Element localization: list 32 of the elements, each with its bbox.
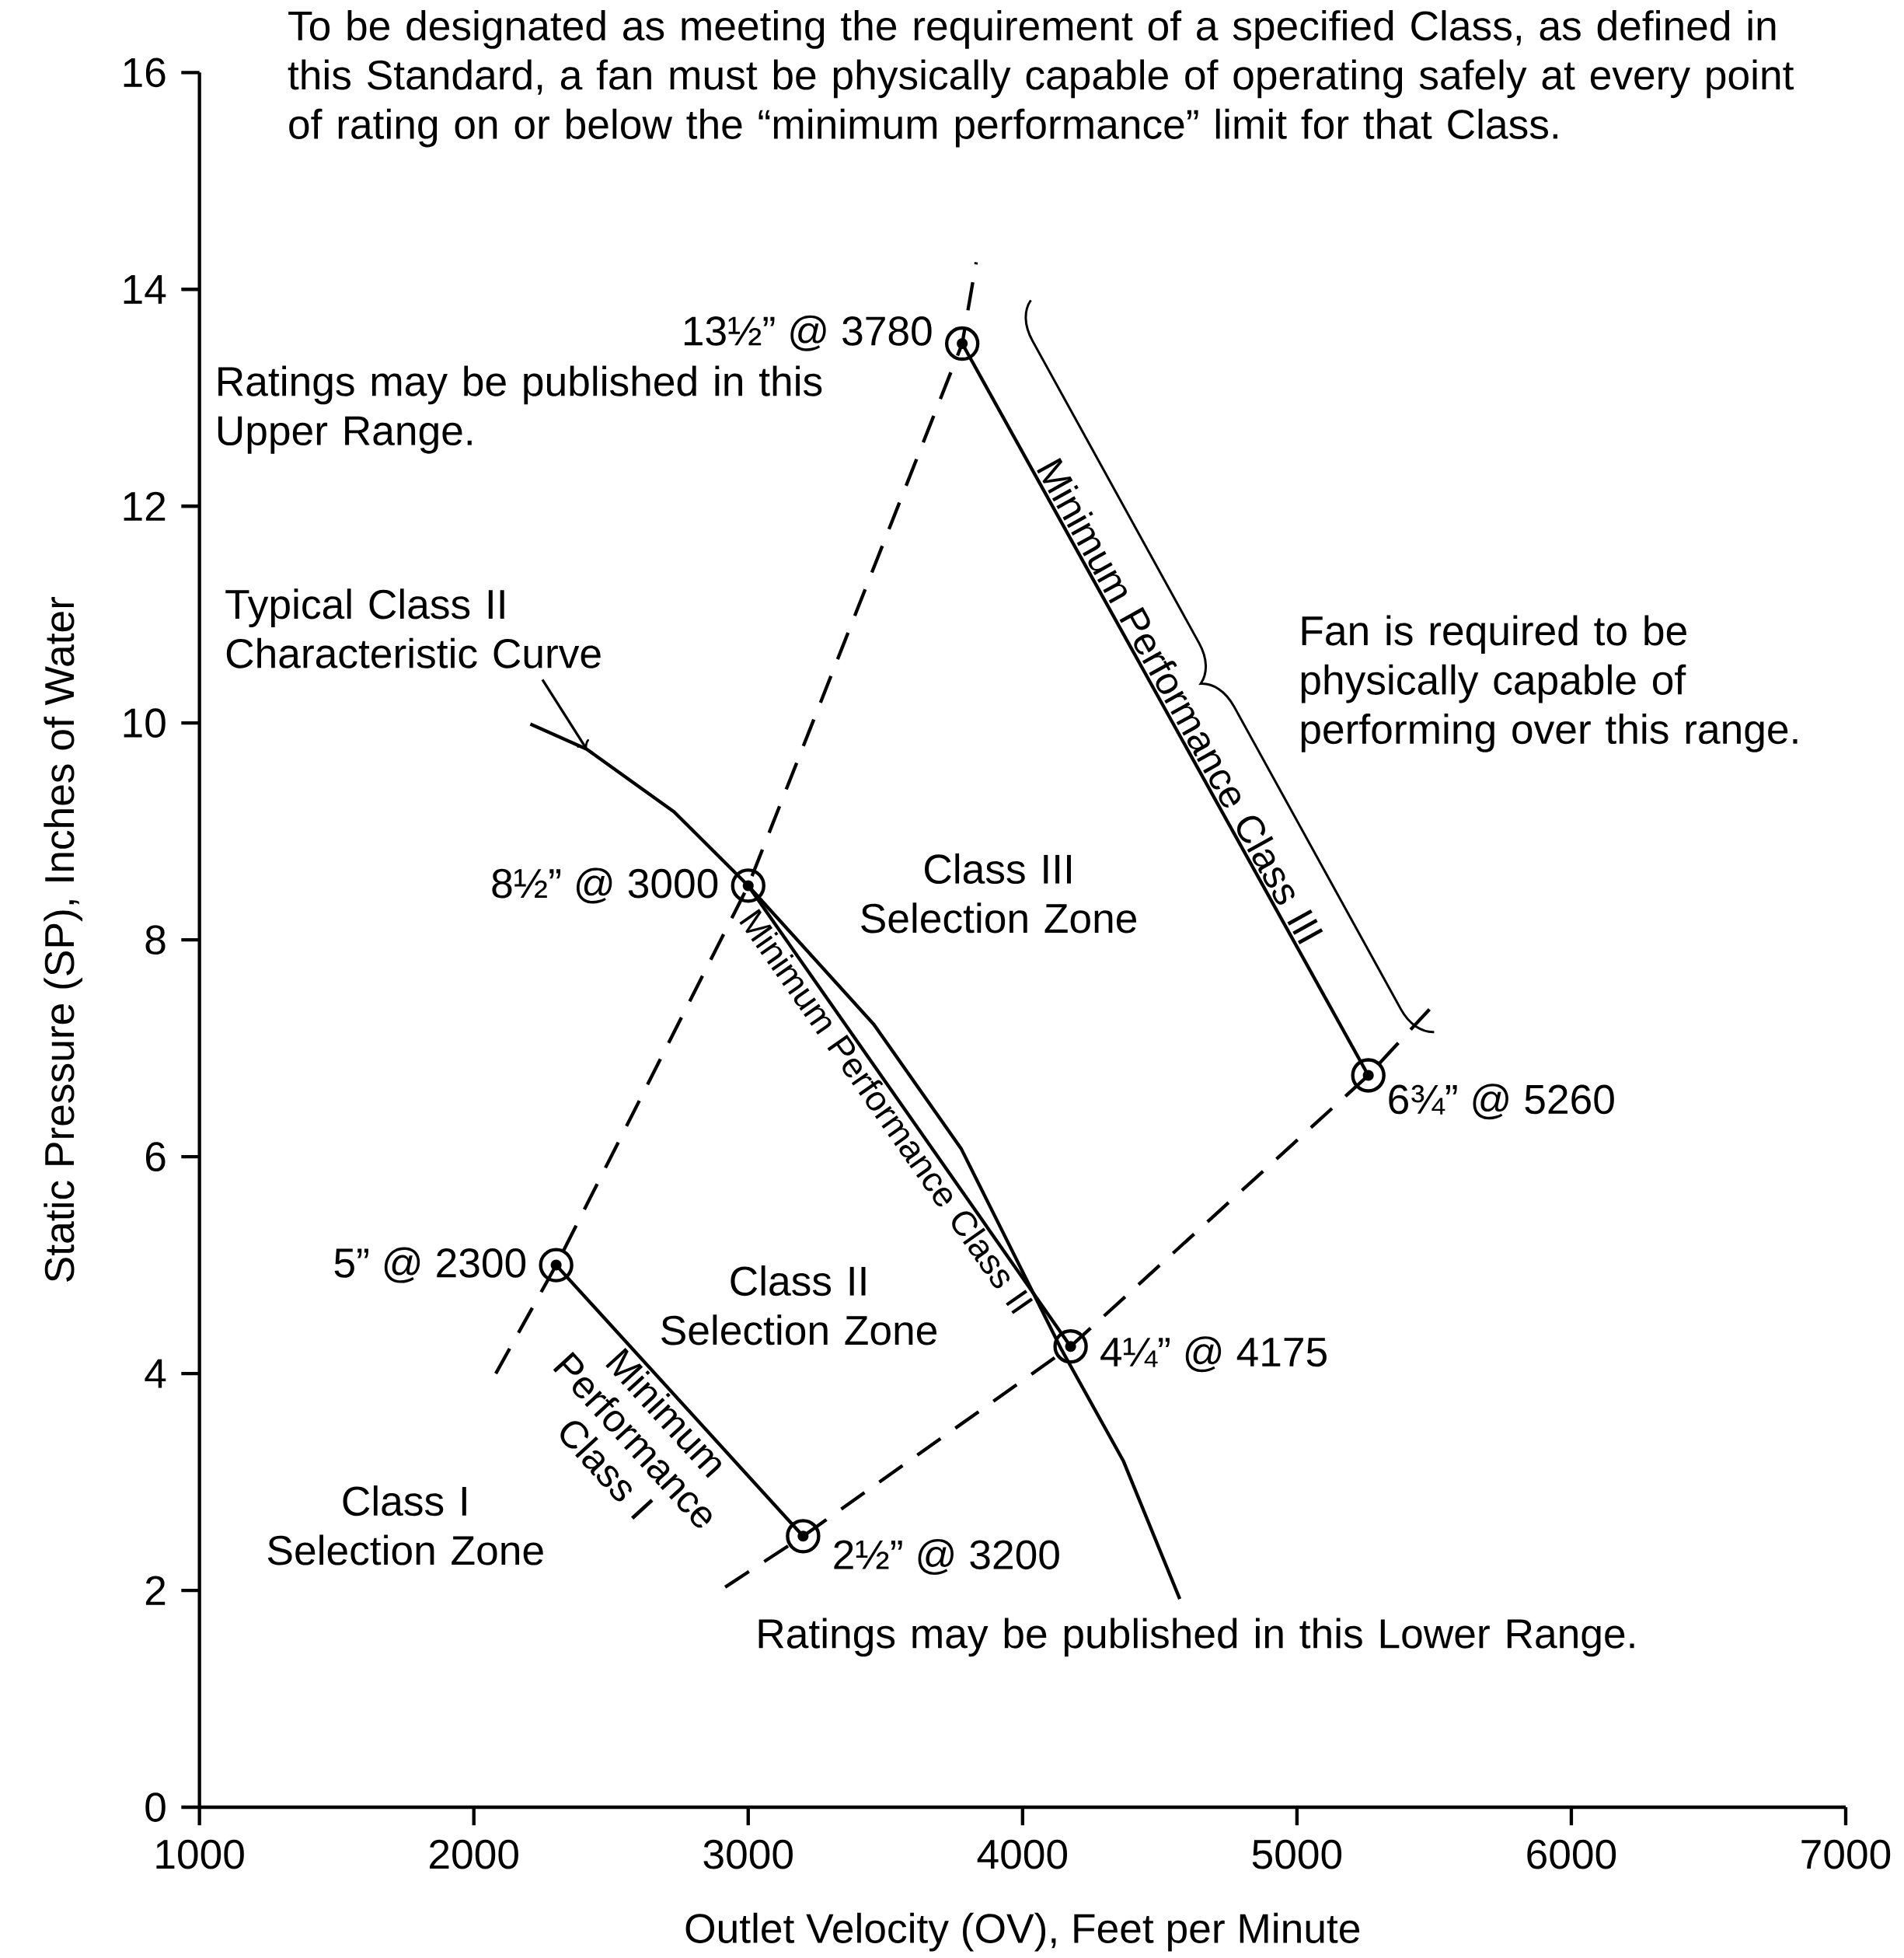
annotation: 2½” @ 3200 xyxy=(834,1538,1059,1575)
y-tick-label: 16 xyxy=(124,58,166,88)
x-axis-title: Outlet Velocity (OV), Feet per Minute xyxy=(685,1912,1360,1952)
y-tick-label: 6 xyxy=(145,1142,166,1171)
y-tick-label: 10 xyxy=(124,708,166,738)
x-tick-label: 4000 xyxy=(977,1839,1068,1869)
annotation: To be designated as meeting the requirement of a specified Class, as defined in this Standard, a fan must be physically capable of operating safely at every point of rating on or below the “minimum performance” limit for that Class. xyxy=(288,10,1794,148)
annotation: Class II Selection Zone xyxy=(661,1265,937,1345)
annotation: 8½” @ 3000 xyxy=(492,867,718,904)
x-tick-label: 3000 xyxy=(703,1839,793,1869)
y-tick-label: 8 xyxy=(145,925,166,955)
y-tick-label: 0 xyxy=(145,1792,166,1822)
annotation: Class III Selection Zone xyxy=(861,853,1137,934)
y-tick-label: 4 xyxy=(145,1359,166,1388)
x-tick-label: 1000 xyxy=(156,1839,244,1869)
series-label: Typical Class II Characteristic Curve xyxy=(225,588,601,668)
annotation: Fan is required to be physically capable of performing over this range. xyxy=(1301,615,1798,752)
x-tick-label: 2000 xyxy=(430,1839,518,1869)
y-tick-label: 2 xyxy=(145,1576,166,1605)
y-tick-label: 14 xyxy=(124,274,166,304)
y-tick-label: 12 xyxy=(124,491,166,521)
annotation: 6¾” @ 5260 xyxy=(1389,1084,1614,1120)
annotation: Class I Selection Zone xyxy=(267,1485,543,1565)
annotation: Ratings may be published in this Lower Range. xyxy=(758,1618,1634,1657)
annotation: 5” @ 2300 xyxy=(334,1247,526,1283)
annotation: Ratings may be published in this Upper Range. xyxy=(218,365,822,454)
annotation: 4¼” @ 4175 xyxy=(1100,1336,1327,1373)
x-tick-label: 7000 xyxy=(1801,1839,1891,1869)
x-tick-label: 6000 xyxy=(1527,1839,1616,1869)
y-axis-title: Static Pressure (SP), Inches of Water xyxy=(44,596,83,1282)
annotation: 13½” @ 3780 xyxy=(684,315,932,351)
x-tick-label: 5000 xyxy=(1252,1839,1342,1869)
